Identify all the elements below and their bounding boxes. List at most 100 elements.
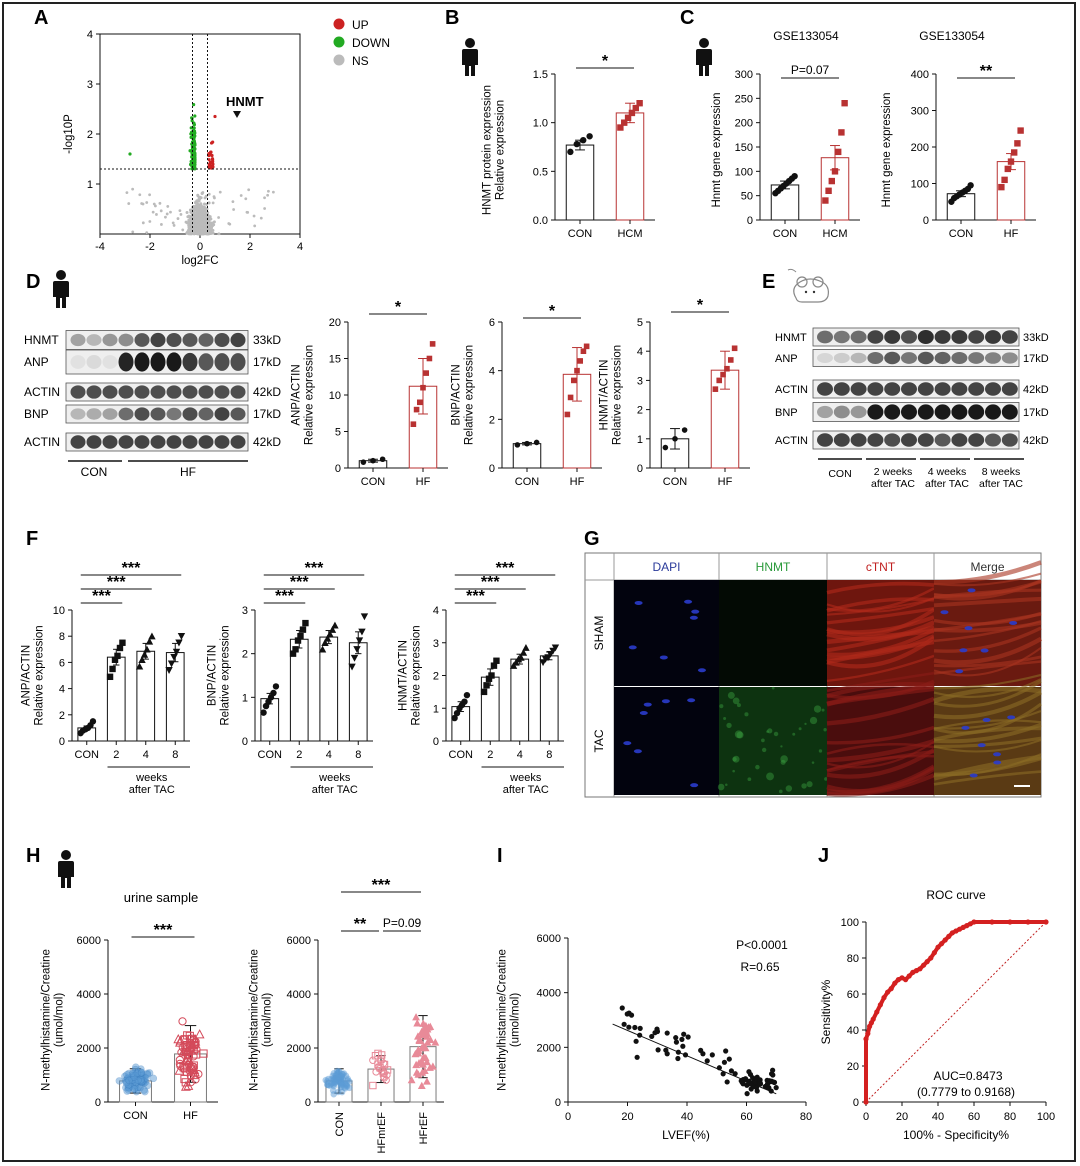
data-point: [111, 656, 119, 663]
annotation-label: HNMT: [226, 94, 264, 109]
data-point: [732, 1071, 738, 1077]
significance-label: *: [697, 297, 704, 314]
data-point: [353, 646, 361, 653]
data-point: [192, 152, 196, 156]
blot-kd-label: 17kD: [253, 355, 281, 369]
person-head: [465, 38, 475, 48]
y-tick-label: 150: [735, 142, 753, 154]
data-point: [619, 1005, 625, 1011]
signal-speckle: [755, 764, 760, 770]
data-point: [175, 639, 183, 647]
blot-band: [134, 385, 150, 399]
data-point: [131, 230, 135, 234]
nucleus: [661, 699, 670, 704]
data-point: [189, 132, 193, 136]
data-point: [196, 194, 200, 198]
person-icon: [58, 850, 74, 888]
data-point: [413, 1019, 422, 1027]
data-point: [169, 210, 172, 214]
signal-speckle: [780, 759, 786, 765]
data-point: [726, 1056, 732, 1062]
significance-label: ***: [122, 560, 141, 577]
volcano-plot: -4 -2 0 2 4 1 2 3 4 log2FC -log10P HNMT UP DOWN NS: [63, 18, 390, 267]
roc-point: [935, 944, 941, 950]
data-point: [720, 1071, 726, 1077]
x-tick-label: 8: [546, 749, 552, 761]
micrograph-tile: [614, 687, 719, 795]
blot-band: [817, 382, 833, 396]
signal-speckle: [732, 769, 735, 773]
data-point: [514, 442, 521, 448]
y-tick-label: 2: [433, 671, 439, 683]
data-point: [461, 698, 468, 705]
data-point: [773, 1085, 779, 1091]
data-point: [267, 189, 270, 193]
x-tick-label: 4: [143, 749, 149, 761]
data-point: [260, 709, 267, 716]
y-tick-label: 4000: [287, 989, 311, 1001]
y-tick-label: 300: [735, 69, 753, 81]
significance-label: ***: [372, 877, 391, 894]
data-point: [764, 1081, 771, 1087]
column-label: cTNT: [866, 560, 896, 574]
panel-label-C: C: [680, 7, 694, 29]
data-point: [573, 140, 580, 148]
blot-kd-label: 33kD: [1023, 332, 1049, 344]
data-point: [463, 691, 471, 699]
x-tick-label: HF: [416, 476, 431, 488]
significance-label: *: [549, 303, 556, 320]
blot-band: [230, 435, 246, 449]
data-point: [374, 1060, 382, 1068]
data-point: [517, 653, 525, 661]
blot-band: [134, 407, 150, 421]
y-tick-label: 100: [841, 917, 859, 929]
data-point: [145, 231, 149, 235]
data-point: [231, 200, 235, 204]
blot-band: [70, 385, 86, 399]
data-point: [188, 1065, 197, 1074]
data-point: [825, 187, 832, 194]
significance-label: ***: [290, 574, 309, 591]
data-point: [360, 459, 367, 465]
data-point: [189, 215, 193, 219]
y-tick-label: 0: [59, 736, 65, 748]
data-point: [194, 222, 198, 226]
fiber-texture: [933, 673, 1042, 690]
blot-band: [1001, 352, 1018, 364]
data-point: [194, 204, 198, 208]
x-tick-label: CON: [258, 749, 283, 761]
data-point: [628, 109, 636, 117]
blot-band: [150, 435, 166, 449]
data-point: [331, 621, 339, 629]
y-tick-label: 10: [53, 605, 65, 617]
blot-band: [833, 405, 850, 419]
data-point: [192, 213, 196, 217]
blot-band: [901, 330, 917, 344]
data-point: [182, 1053, 193, 1063]
roc-point: [892, 980, 898, 986]
signal-speckle: [773, 731, 779, 737]
blot-band: [150, 332, 166, 348]
blot-band: [198, 407, 214, 421]
data-point: [195, 219, 199, 223]
fiber-texture: [826, 739, 935, 763]
swarm-H1: [115, 1017, 208, 1096]
roc-point: [946, 933, 952, 940]
data-point: [188, 221, 192, 225]
data-point: [185, 1035, 195, 1044]
fiber-texture: [933, 655, 1042, 668]
data-point: [617, 124, 624, 131]
data-point: [451, 714, 458, 722]
x-tick-label: CON: [361, 476, 386, 488]
y-tick-label: 40: [847, 1025, 859, 1037]
fiber-texture: [933, 739, 1042, 753]
panel-label-G: G: [584, 528, 600, 550]
group-label-line: after TAC: [979, 478, 1023, 490]
blot-band: [166, 407, 182, 421]
data-point: [198, 226, 202, 230]
group-label-line: 2 weeks: [874, 466, 913, 478]
data-point: [218, 190, 222, 194]
